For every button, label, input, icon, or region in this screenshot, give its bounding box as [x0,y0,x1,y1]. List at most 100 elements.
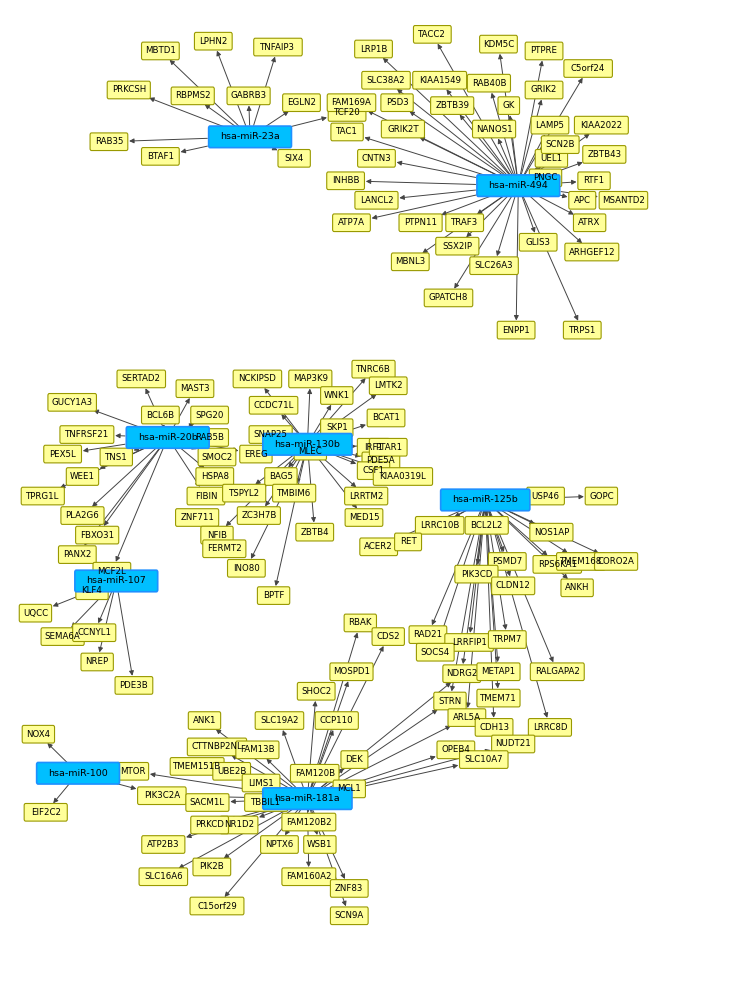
FancyBboxPatch shape [531,117,568,133]
Text: RBPMS2: RBPMS2 [175,92,211,101]
FancyBboxPatch shape [574,214,606,231]
Text: RAD21: RAD21 [413,630,442,639]
FancyBboxPatch shape [139,868,188,885]
Text: PRKCD: PRKCD [195,821,224,830]
FancyBboxPatch shape [424,289,472,307]
FancyBboxPatch shape [22,725,55,743]
FancyBboxPatch shape [186,794,229,812]
FancyBboxPatch shape [331,124,363,140]
FancyBboxPatch shape [244,794,288,812]
Text: NOS1AP: NOS1AP [534,528,569,537]
Text: PANX2: PANX2 [63,550,92,559]
FancyBboxPatch shape [320,419,353,436]
FancyBboxPatch shape [392,253,429,271]
FancyBboxPatch shape [542,135,579,153]
FancyBboxPatch shape [563,322,602,339]
FancyBboxPatch shape [194,33,232,50]
FancyBboxPatch shape [498,97,520,115]
Text: SLC26A3: SLC26A3 [475,261,514,270]
FancyBboxPatch shape [327,94,376,112]
FancyBboxPatch shape [115,676,153,694]
FancyBboxPatch shape [137,787,186,805]
FancyBboxPatch shape [233,371,282,387]
FancyBboxPatch shape [193,859,231,875]
Text: hsa-miR-20b: hsa-miR-20b [138,433,197,442]
Text: MED15: MED15 [349,513,380,522]
Text: FAM120B: FAM120B [295,769,334,778]
Text: KIAA2022: KIAA2022 [580,121,622,129]
FancyBboxPatch shape [595,553,638,571]
Text: GLIS3: GLIS3 [526,238,550,247]
Text: STRN: STRN [438,696,461,705]
FancyBboxPatch shape [369,376,407,394]
FancyBboxPatch shape [260,836,299,854]
Text: KIAA0319L: KIAA0319L [380,472,426,481]
FancyBboxPatch shape [255,712,304,729]
Text: MOSPD1: MOSPD1 [333,667,370,676]
Text: FBXO31: FBXO31 [80,531,114,540]
Text: C5orf24: C5orf24 [571,64,605,73]
Text: FAM160A2: FAM160A2 [286,872,332,881]
Text: UQCC: UQCC [22,609,48,618]
Text: CSF1: CSF1 [362,466,385,475]
FancyBboxPatch shape [472,121,516,137]
FancyBboxPatch shape [413,26,452,43]
Text: TSPYL2: TSPYL2 [229,489,260,498]
Text: CORO2A: CORO2A [598,557,634,566]
Text: MAP3K9: MAP3K9 [292,374,328,383]
Text: TPRG1L: TPRG1L [26,492,59,501]
FancyBboxPatch shape [328,104,366,122]
Text: ATRX: ATRX [578,218,601,227]
FancyBboxPatch shape [227,87,270,105]
FancyBboxPatch shape [332,214,370,231]
Text: MCF2L: MCF2L [98,567,126,576]
FancyBboxPatch shape [315,712,358,729]
Text: PIK2B: PIK2B [200,863,224,872]
FancyBboxPatch shape [416,643,454,661]
Text: MCL1: MCL1 [338,785,362,794]
Text: SPG20: SPG20 [196,410,223,419]
FancyBboxPatch shape [430,97,474,115]
Text: RAB5B: RAB5B [195,433,224,442]
FancyBboxPatch shape [20,605,52,622]
Text: SCN2B: SCN2B [545,140,575,149]
Text: KIAA1549: KIAA1549 [419,76,460,85]
Text: hsa-miR-181a: hsa-miR-181a [274,794,340,803]
Text: OPEB4: OPEB4 [442,745,470,754]
Text: TNFAIP3: TNFAIP3 [260,43,296,52]
FancyBboxPatch shape [477,663,520,680]
Text: SMOC2: SMOC2 [201,452,232,461]
FancyBboxPatch shape [441,489,530,511]
Text: MBTD1: MBTD1 [145,47,176,56]
FancyBboxPatch shape [265,468,297,485]
Text: INHBB: INHBB [332,176,359,185]
Text: C15orf29: C15orf29 [197,901,237,910]
Text: NFIB: NFIB [207,531,227,540]
FancyBboxPatch shape [360,538,398,556]
FancyBboxPatch shape [262,433,352,455]
Text: GK: GK [503,102,515,111]
Text: PTPRE: PTPRE [530,47,557,56]
FancyBboxPatch shape [357,438,390,456]
Text: LAMP5: LAMP5 [536,121,565,129]
FancyBboxPatch shape [374,468,433,485]
FancyBboxPatch shape [289,371,332,387]
Text: GRIK2T: GRIK2T [387,124,418,133]
Text: NCKIPSD: NCKIPSD [238,374,276,383]
FancyBboxPatch shape [497,322,535,339]
Text: LANCL2: LANCL2 [360,196,393,205]
Text: LPHN2: LPHN2 [199,37,227,46]
FancyBboxPatch shape [536,149,568,167]
Text: PSMD7: PSMD7 [492,557,523,566]
FancyBboxPatch shape [445,633,494,651]
Text: FAM120B2: FAM120B2 [286,818,332,827]
FancyBboxPatch shape [237,507,280,524]
Text: TMEM151B: TMEM151B [173,762,221,771]
Text: ZBTB43: ZBTB43 [587,150,622,159]
Text: GPATCH8: GPATCH8 [429,294,468,303]
FancyBboxPatch shape [220,816,258,834]
FancyBboxPatch shape [530,169,562,186]
Text: hsa-miR-100: hsa-miR-100 [48,769,108,778]
Text: SHOC2: SHOC2 [301,687,332,696]
Text: IRF1: IRF1 [364,443,383,452]
